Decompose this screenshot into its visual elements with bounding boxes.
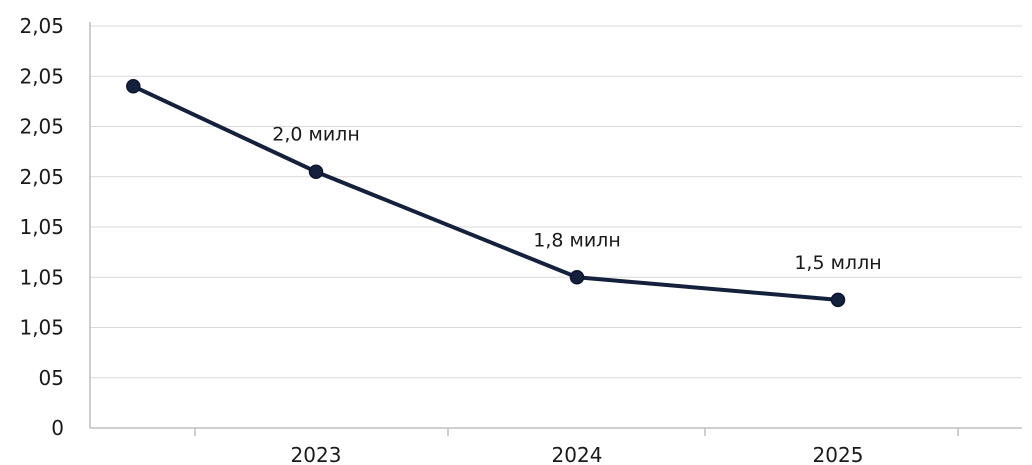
y-tick-label: 1,05 — [19, 215, 64, 239]
series-line — [131, 84, 840, 302]
grid-lines — [90, 25, 1022, 379]
axes — [89, 22, 1022, 436]
data-label: 1,5 мллн — [794, 252, 881, 274]
data-label: 1,8 милн — [533, 229, 621, 251]
y-tick-label: 1,05 — [19, 265, 64, 289]
data-point — [126, 79, 141, 94]
series-layer — [126, 79, 846, 308]
y-tick-label: 0 — [51, 416, 64, 440]
data-point — [830, 292, 846, 308]
x-tick-label: 2024 — [552, 443, 603, 465]
data-point — [308, 164, 324, 179]
x-tick-label: 2023 — [291, 443, 342, 465]
y-tick-labels: 0 05 1,05 1,05 1,05 2,05 2,05 2,05 2,05 — [19, 14, 64, 440]
data-label: 2,0 милн — [272, 124, 360, 146]
y-tick-label: 2,05 — [19, 115, 64, 139]
y-tick-label: 2,05 — [19, 165, 64, 189]
y-tick-label: 1,05 — [19, 316, 64, 340]
y-tick-label: 05 — [39, 366, 64, 390]
data-point — [569, 270, 585, 285]
y-tick-label: 2,05 — [19, 64, 64, 88]
y-tick-label: 2,05 — [19, 14, 64, 38]
x-tick-label: 2025 — [813, 443, 864, 465]
data-labels: 2,0 милн 1,8 милн 1,5 мллн — [272, 124, 881, 274]
x-tick-labels: 2023 2024 2025 — [291, 443, 864, 465]
